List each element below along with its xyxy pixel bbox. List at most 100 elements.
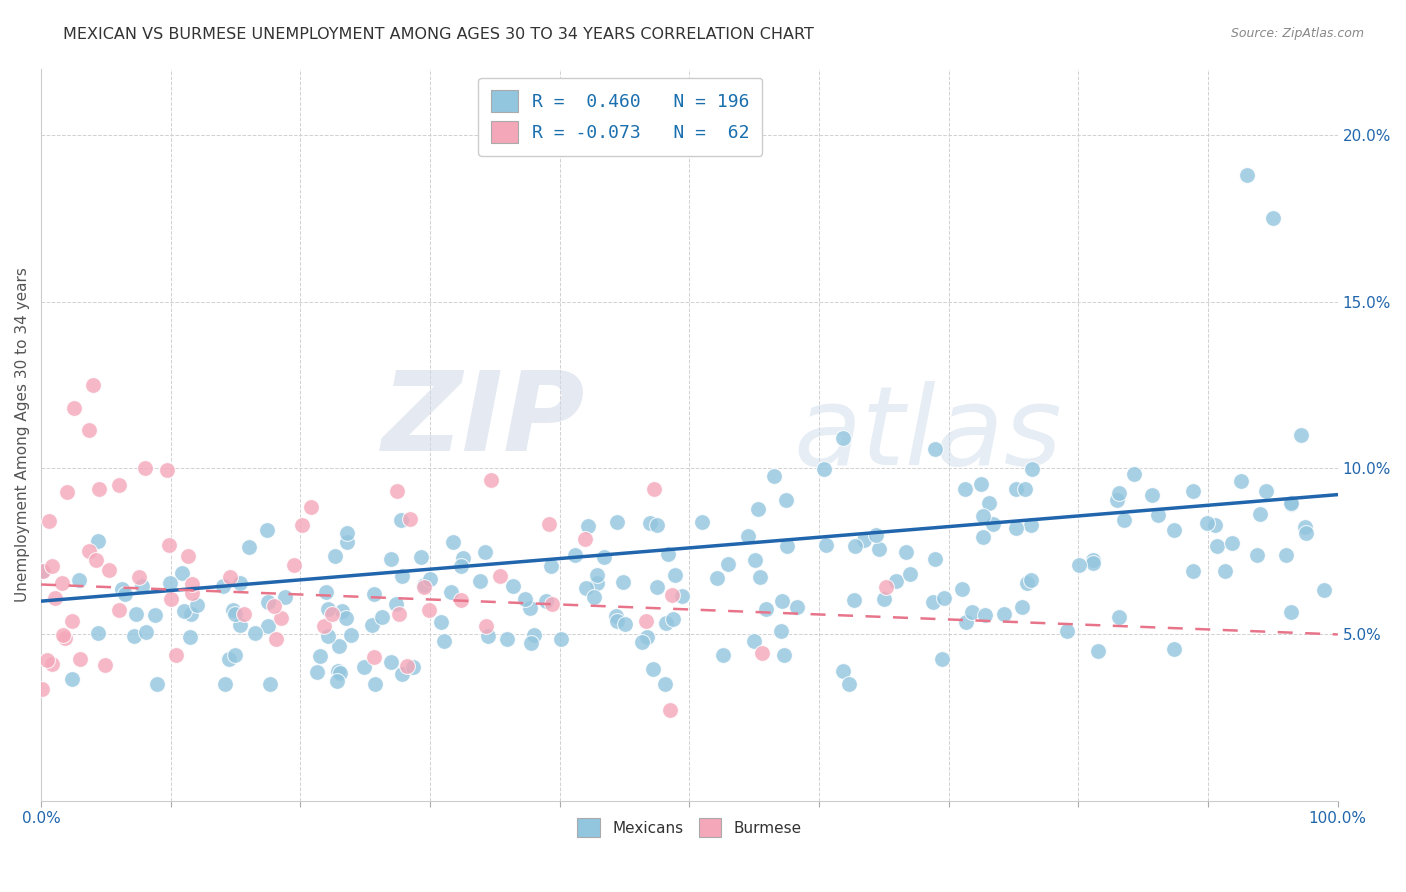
Point	[143, 608, 166, 623]
Point	[181, 576, 204, 591]
Point	[924, 552, 946, 566]
Point	[586, 575, 609, 590]
Point	[664, 567, 686, 582]
Point	[380, 655, 402, 669]
Point	[1114, 513, 1136, 527]
Point	[606, 615, 628, 629]
Point	[474, 544, 496, 558]
Point	[31, 564, 53, 578]
Point	[52, 628, 75, 642]
Point	[453, 551, 475, 566]
Point	[1182, 483, 1205, 498]
Point	[852, 533, 875, 547]
Point	[218, 652, 240, 666]
Point	[316, 629, 339, 643]
Point	[583, 590, 606, 604]
Point	[962, 605, 984, 619]
Point	[41, 657, 63, 671]
Point	[955, 615, 977, 629]
Point	[657, 547, 679, 561]
Point	[257, 618, 280, 632]
Point	[638, 516, 661, 530]
Point	[1083, 552, 1105, 566]
Point	[409, 550, 432, 565]
Point	[1021, 574, 1043, 588]
Point	[219, 569, 242, 583]
Point	[186, 598, 208, 612]
Point	[1279, 497, 1302, 511]
Point	[326, 665, 349, 679]
Point	[391, 568, 413, 582]
Point	[283, 558, 305, 572]
Point	[1279, 605, 1302, 619]
Point	[371, 609, 394, 624]
Point	[884, 574, 907, 589]
Point	[786, 599, 808, 614]
Point	[328, 666, 350, 681]
Point	[972, 509, 994, 524]
Point	[340, 628, 363, 642]
Point	[1213, 564, 1236, 578]
Point	[418, 603, 440, 617]
Point	[93, 657, 115, 672]
Point	[1220, 535, 1243, 549]
Point	[60, 615, 83, 629]
Point	[534, 594, 557, 608]
Point	[170, 566, 193, 580]
Point	[1011, 599, 1033, 614]
Point	[479, 473, 502, 487]
Point	[896, 545, 918, 559]
Point	[229, 618, 252, 632]
Point	[576, 519, 599, 533]
Point	[402, 660, 425, 674]
Point	[769, 624, 792, 639]
Point	[844, 539, 866, 553]
Point	[35, 653, 58, 667]
Point	[44, 591, 66, 605]
Point	[972, 530, 994, 544]
Point	[69, 651, 91, 665]
Point	[744, 552, 766, 566]
Point	[364, 677, 387, 691]
Point	[742, 634, 765, 648]
Point	[513, 591, 536, 606]
Point	[523, 628, 546, 642]
Point	[387, 483, 409, 498]
Point	[181, 586, 204, 600]
Point	[1163, 523, 1185, 537]
Text: MEXICAN VS BURMESE UNEMPLOYMENT AMONG AGES 30 TO 34 YEARS CORRELATION CHART: MEXICAN VS BURMESE UNEMPLOYMENT AMONG AG…	[63, 27, 814, 42]
Point	[1181, 564, 1204, 578]
Point	[475, 619, 498, 633]
Point	[541, 597, 564, 611]
Point	[1254, 483, 1277, 498]
Point	[131, 579, 153, 593]
Point	[1015, 576, 1038, 591]
Point	[955, 483, 977, 497]
Point	[87, 626, 110, 640]
Point	[1230, 474, 1253, 488]
Point	[868, 542, 890, 557]
Point	[309, 649, 332, 664]
Point	[82, 377, 104, 392]
Point	[875, 580, 897, 594]
Point	[77, 423, 100, 437]
Point	[671, 589, 693, 603]
Point	[924, 442, 946, 457]
Point	[108, 603, 131, 617]
Point	[224, 607, 246, 622]
Point	[931, 651, 953, 665]
Point	[1081, 556, 1104, 570]
Point	[31, 681, 53, 696]
Point	[87, 482, 110, 496]
Point	[128, 570, 150, 584]
Point	[214, 677, 236, 691]
Point	[1206, 540, 1229, 554]
Point	[360, 618, 382, 632]
Point	[323, 549, 346, 563]
Point	[1295, 526, 1317, 541]
Point	[661, 611, 683, 625]
Point	[865, 528, 887, 542]
Point	[270, 611, 292, 625]
Point	[232, 607, 254, 621]
Point	[450, 592, 472, 607]
